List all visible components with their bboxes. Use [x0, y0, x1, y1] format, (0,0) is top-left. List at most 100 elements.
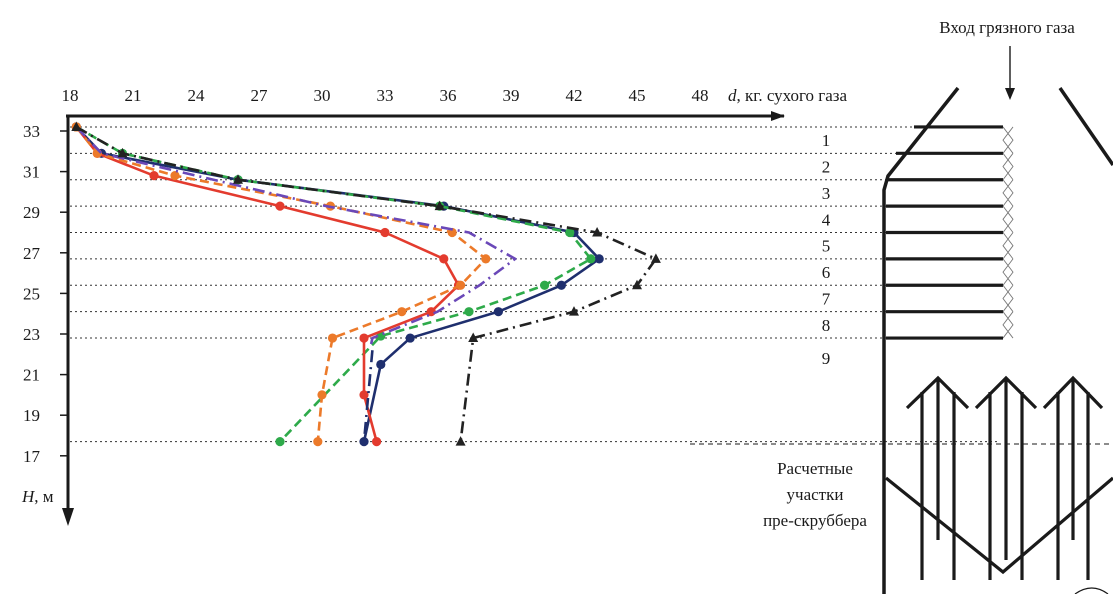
scrubber-tubes — [920, 378, 1090, 580]
series-7-point-2 — [117, 147, 128, 158]
section-label-6: 6 — [822, 263, 831, 282]
x-tick-45: 45 — [629, 86, 646, 105]
screen-mark-1 — [1002, 126, 1014, 154]
section-label-3: 3 — [822, 184, 831, 203]
v-baffle — [884, 476, 1113, 575]
section-labels: 1 2 3 4 5 6 7 8 9 — [822, 131, 831, 368]
series-4-point-9 — [327, 333, 338, 343]
x-axis-label-rest: , кг. сухого газа — [737, 86, 848, 105]
x-tick-33: 33 — [377, 86, 394, 105]
series-1-point-11 — [359, 436, 369, 447]
series-6 — [362, 350, 374, 442]
series-7-point-1 — [71, 121, 82, 131]
y-axis-label-var: H — [21, 487, 36, 506]
series-7-point-10 — [455, 436, 466, 446]
series-3-point-5 — [380, 227, 390, 238]
series-3 — [71, 122, 464, 447]
series-4-point-7 — [456, 280, 466, 290]
x-tick-39: 39 — [503, 86, 520, 105]
screen-mark-4 — [1002, 205, 1014, 233]
series-1-point-10 — [376, 359, 386, 370]
series-2 — [71, 122, 596, 447]
series-4-point-8 — [397, 307, 407, 317]
series-3-point-4 — [275, 201, 285, 211]
series-1-point-8 — [493, 307, 503, 317]
series-1-point-6 — [594, 254, 604, 264]
series-3-point-11 — [372, 436, 382, 447]
series-3-point-8 — [426, 307, 436, 317]
series-7-point-5 — [592, 227, 603, 237]
zones-caption-line-3: пре-скруббера — [763, 511, 867, 530]
section-label-8: 8 — [822, 316, 831, 335]
screen-mark-2 — [1002, 153, 1014, 180]
grid-lines — [70, 126, 1000, 443]
x-tick-21: 21 — [125, 86, 142, 105]
scrubber-diagram: Вход грязного газа Расчетные участки пре… — [690, 18, 1113, 594]
section-label-7: 7 — [822, 289, 831, 308]
section-label-9: 9 — [822, 349, 831, 368]
x-tick-labels: 18 21 24 27 30 33 36 39 42 45 48 — [62, 86, 709, 105]
y-tick-21: 21 — [23, 366, 40, 385]
x-tick-48: 48 — [692, 86, 709, 105]
series-7-point-3 — [233, 174, 243, 184]
screen-mark-8 — [1002, 311, 1014, 339]
scrubber-shelves — [886, 125, 1014, 340]
series-2-point-7 — [540, 280, 550, 290]
y-tick-33: 33 — [23, 122, 40, 141]
series-1-point-9 — [405, 333, 415, 343]
screen-mark-5 — [1002, 232, 1014, 260]
outlet-arc — [1074, 587, 1109, 594]
series-4-point-10 — [317, 390, 327, 400]
series-2-point-6 — [586, 254, 596, 264]
section-label-2: 2 — [822, 158, 831, 177]
series-4 — [71, 122, 491, 447]
zones-caption-line-2: участки — [787, 485, 844, 504]
scrubber-right-wall — [1058, 87, 1113, 166]
x-tick-27: 27 — [251, 86, 269, 105]
series-7-point-7 — [632, 279, 642, 290]
x-tick-30: 30 — [314, 86, 331, 105]
section-label-4: 4 — [822, 210, 831, 229]
series-4-line — [75, 126, 488, 442]
x-axis-label-var: d — [728, 86, 737, 105]
series-layer — [71, 121, 661, 447]
x-tick-42: 42 — [566, 86, 583, 105]
series-2-point-5 — [565, 227, 575, 238]
series-3-point-10 — [359, 390, 369, 400]
series-5-line — [75, 126, 517, 349]
series-7-point-9 — [468, 332, 479, 343]
x-tick-18: 18 — [62, 86, 79, 105]
y-tick-19: 19 — [23, 406, 40, 425]
series-1 — [71, 122, 604, 447]
series-1-point-7 — [556, 280, 567, 290]
series-2-point-8 — [464, 307, 474, 317]
series-3-point-9 — [359, 333, 369, 343]
y-tick-29: 29 — [23, 203, 40, 222]
y-tick-23: 23 — [23, 325, 40, 344]
series-2-point-10 — [275, 436, 285, 447]
y-axis-arrowhead — [62, 508, 74, 526]
x-tick-24: 24 — [188, 86, 206, 105]
inlet-label: Вход грязного газа — [939, 18, 1075, 37]
y-tick-labels: 33 31 29 27 25 23 21 19 17 — [23, 122, 68, 466]
y-tick-31: 31 — [23, 163, 40, 182]
series-4-point-11 — [313, 436, 323, 447]
series-5 — [75, 126, 517, 349]
y-axis-label-rest: , м — [34, 487, 54, 506]
inlet-arrowhead — [1005, 88, 1015, 100]
series-3-line — [75, 126, 460, 442]
y-tick-17: 17 — [23, 447, 41, 466]
series-4-point-3 — [170, 171, 180, 181]
y-tick-25: 25 — [23, 284, 40, 303]
series-7 — [71, 121, 661, 446]
series-7-point-6 — [650, 253, 661, 263]
screen-mark-6 — [1002, 258, 1014, 286]
series-7-point-4 — [434, 200, 445, 211]
series-3-point-3 — [149, 171, 159, 181]
series-6-line — [362, 350, 374, 442]
screen-mark-7 — [1002, 285, 1014, 312]
x-axis-label: d, кг. сухого газа — [728, 86, 848, 105]
section-label-1: 1 — [822, 131, 831, 150]
series-3-point-6 — [439, 254, 449, 264]
